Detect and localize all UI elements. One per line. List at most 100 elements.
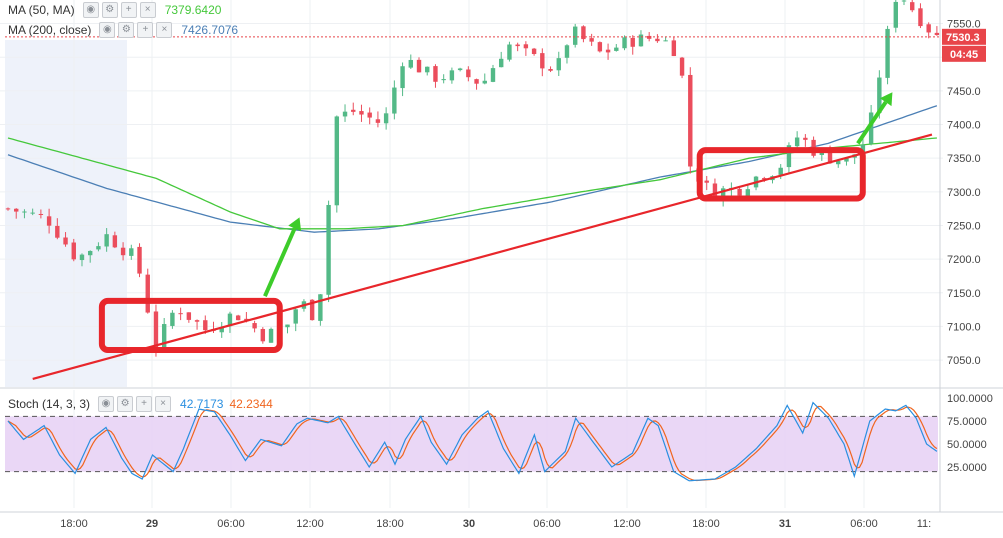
ma50-legend: MA (50, MA) ◉ ⚙ + × 7379.6420 [8,1,221,19]
candle-body [646,35,652,39]
candle-body [778,167,783,175]
stoch-tick-label: 50.0000 [947,439,987,451]
candle-body [38,213,44,215]
stoch-d-value: 42.2344 [229,397,273,411]
candle-body [252,323,257,329]
candle-body [433,66,438,82]
candle-body [844,157,849,162]
plus-icon[interactable]: + [120,2,137,18]
candle-body [564,45,570,58]
candle-body [5,208,11,210]
candle-body [170,312,175,326]
last-price-label: 7530.3 [946,32,980,44]
price-tick-label: 7200.0 [947,254,981,266]
candle-body [14,208,19,212]
close-icon[interactable]: × [155,396,172,412]
gear-icon[interactable]: ⚙ [118,22,135,38]
candle-body [416,59,422,73]
candle-body [893,1,898,28]
price-tick-label: 7100.0 [947,321,981,333]
price-tick-label: 7300.0 [947,187,981,199]
candle-body [235,315,241,321]
time-tick-label: 30 [463,518,475,530]
candle-body [605,49,611,53]
candle-body [359,111,364,115]
countdown-label: 04:45 [950,49,978,61]
candle-body [30,212,35,214]
candle-body [655,38,660,42]
close-icon[interactable]: × [156,22,173,38]
candle-body [71,242,76,260]
time-tick-label: 11: [917,518,931,530]
plus-icon[interactable]: + [136,396,153,412]
ma200-legend-value: 7426.7076 [181,23,239,37]
time-tick-label: 29 [146,518,158,530]
candle-body [819,151,825,156]
breakout-arrow [263,227,297,297]
candle-body [762,178,767,180]
price-tick-label: 7400.0 [947,120,981,132]
time-tick-label: 18:00 [376,518,404,530]
price-tick-label: 7150.0 [947,288,981,300]
price-tick-label: 7350.0 [947,153,981,165]
time-tick-label: 12:00 [296,518,324,530]
eye-icon[interactable]: ◉ [82,2,99,18]
candle-body [203,320,208,331]
candle-body [671,40,677,57]
candle-body [466,69,471,78]
candle-body [194,320,200,322]
breakout-arrowhead [288,217,302,232]
candle-body [885,28,890,78]
candle-body [803,137,808,140]
time-tick-label: 31 [779,518,791,530]
session-highlight [5,40,127,387]
candle-body [622,37,627,49]
candle-body [540,53,545,69]
candle-body [597,42,603,52]
candle-body [572,26,578,45]
candle-body [309,299,315,321]
candle-body [129,248,134,256]
gear-icon[interactable]: ⚙ [117,396,134,412]
candle-body [490,68,496,82]
candle-body [531,48,537,55]
candle-body [589,38,594,42]
candle-body [375,119,381,123]
stoch-d-line [7,405,938,482]
stoch-tick-label: 25.0000 [947,462,987,474]
eye-icon[interactable]: ◉ [99,22,116,38]
candle-body [630,37,635,47]
countdown-badge [942,45,986,62]
candle-body [737,188,742,196]
candle-body [425,66,430,73]
candle-body [877,77,882,113]
candle-body [556,58,561,71]
candle-body [868,112,874,144]
candle-body [523,44,529,49]
candle-body [918,8,923,27]
last-price-badge [942,28,986,45]
time-tick-label: 18:00 [60,518,88,530]
stoch-k-line [7,401,938,482]
candle-body [227,313,233,327]
candle-body [137,246,142,274]
stoch-legend: Stoch (14, 3, 3) ◉ ⚙ + × 42.7173 42.2344 [8,395,273,413]
trendline [32,133,933,380]
candle-body [334,116,340,206]
candle-body [383,113,389,124]
eye-icon[interactable]: ◉ [98,396,115,412]
candle-body [145,274,150,313]
time-tick-label: 06:00 [533,518,561,530]
time-tick-label: 12:00 [613,518,641,530]
candle-body [515,44,520,47]
gear-icon[interactable]: ⚙ [101,2,118,18]
close-icon[interactable]: × [139,2,156,18]
candle-body [153,311,159,349]
candle-body [285,324,290,328]
plus-icon[interactable]: + [137,22,154,38]
ma200-legend-name: MA (200, close) [8,23,92,37]
candle-body [720,188,726,199]
candle-body [688,74,693,167]
